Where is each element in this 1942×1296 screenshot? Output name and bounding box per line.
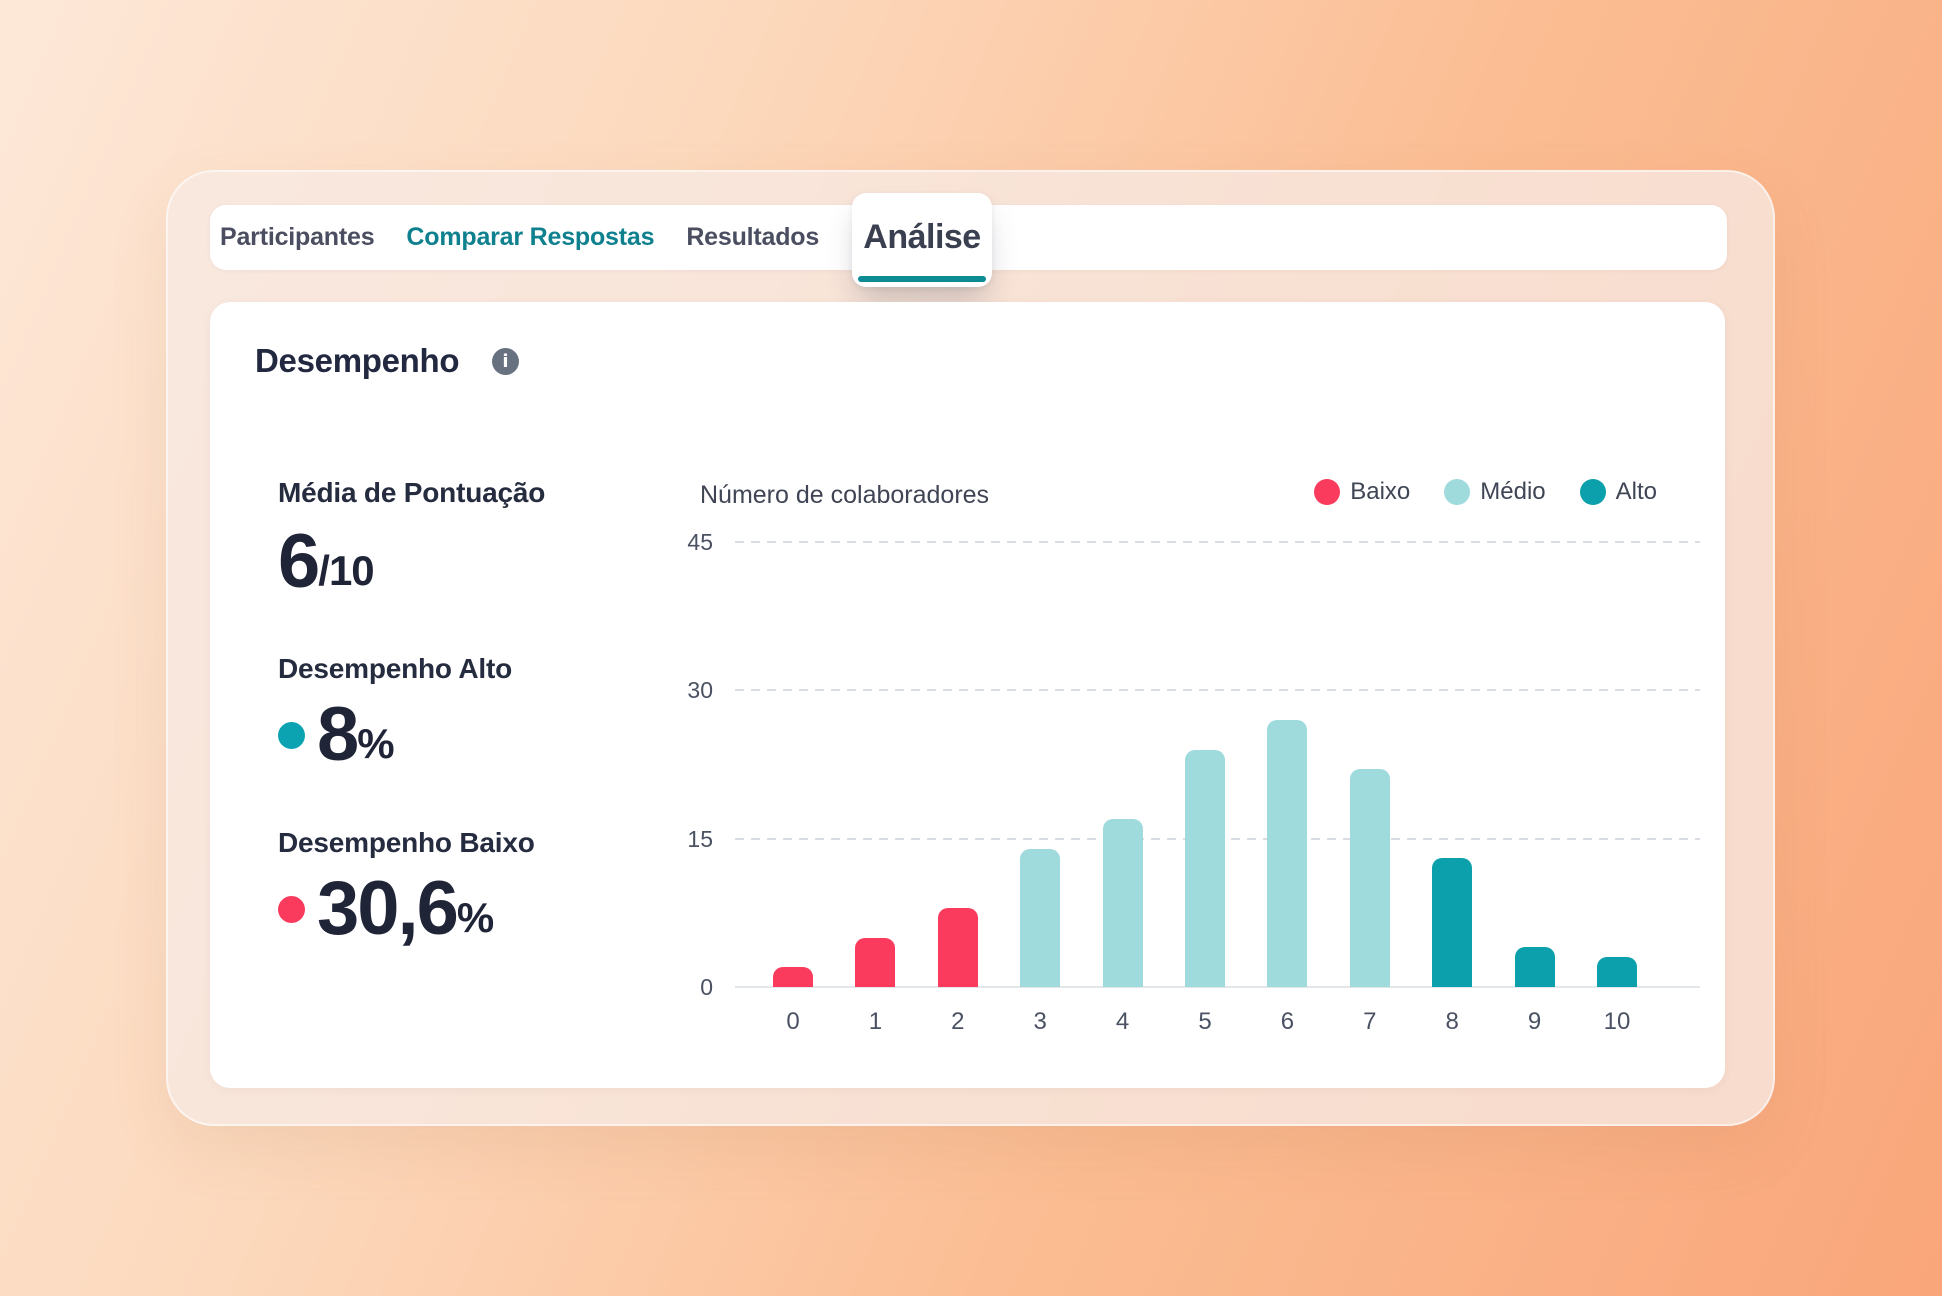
bar-1-baixo	[855, 937, 896, 987]
tab-analise[interactable]: Análise	[852, 193, 992, 287]
x-tick-5: 5	[1198, 1008, 1212, 1035]
y-tick-15: 15	[687, 825, 713, 852]
x-tick-1: 1	[868, 1008, 883, 1035]
legend-label: Médio	[1480, 478, 1546, 505]
stat-high-label: Desempenho Alto	[278, 653, 512, 684]
legend-dot-baixo	[1314, 479, 1341, 505]
x-tick-6: 6	[1280, 1008, 1295, 1035]
legend-label: Baixo	[1350, 478, 1411, 505]
bar-chart-plot: 45 30 15 0 0 1 2 3 4 5 6 7 8 9 10	[687, 529, 1700, 1035]
x-tick-0: 0	[786, 1008, 800, 1035]
chart-legend: Baixo Médio Alto	[1314, 478, 1657, 506]
bar-5-medio	[1185, 749, 1225, 987]
stat-score-suffix: /10	[318, 547, 374, 594]
bar-4-medio	[1102, 818, 1143, 987]
gridline-45	[735, 541, 1700, 543]
x-tick-2: 2	[951, 1008, 965, 1035]
stat-score-label: Média de Pontuação	[278, 477, 546, 508]
chart-title: Número de colaboradores	[700, 481, 990, 509]
legend-dot-alto	[1579, 479, 1606, 505]
stat-low-value: 30,6%	[278, 866, 494, 951]
stat-high-number: 8	[317, 692, 359, 777]
x-tick-4: 4	[1115, 1008, 1130, 1035]
bar-2-baixo	[937, 907, 978, 987]
bar-6-medio	[1267, 720, 1308, 987]
tab-resultados[interactable]: Resultados	[686, 223, 820, 251]
bar-10-alto	[1597, 957, 1637, 987]
bar-7-medio	[1349, 769, 1390, 987]
stat-low-number: 30,6	[317, 866, 459, 951]
tab-comparar-respostas[interactable]: Comparar Respostas	[406, 223, 655, 251]
stat-score-value: 6/10	[278, 519, 375, 604]
bar-3-medio	[1020, 848, 1061, 987]
x-tick-3: 3	[1033, 1008, 1047, 1035]
info-icon[interactable]: i	[492, 348, 519, 375]
gridline-30	[735, 689, 1700, 692]
x-tick-7: 7	[1363, 1008, 1377, 1035]
stat-high-suffix: %	[357, 720, 394, 767]
performance-card: Desempenho i Média de Pontuação 6/10 Des…	[210, 302, 1725, 1088]
stat-high-value: 8%	[278, 692, 395, 777]
y-tick-0: 0	[700, 974, 713, 1000]
legend-item-médio[interactable]: Médio	[1444, 478, 1546, 506]
x-axis-line	[735, 986, 1700, 988]
legend-item-alto[interactable]: Alto	[1579, 478, 1657, 506]
tab-participantes[interactable]: Participantes	[220, 223, 375, 251]
legend-dot-médio	[1444, 479, 1471, 505]
x-tick-10: 10	[1603, 1008, 1631, 1035]
bar-0-baixo	[773, 967, 813, 987]
stat-score-number: 6	[278, 519, 320, 604]
x-tick-8: 8	[1445, 1008, 1459, 1035]
tab-analise-label: Análise	[863, 217, 981, 256]
stat-low-label: Desempenho Baixo	[278, 827, 535, 858]
high-dot	[278, 721, 305, 749]
bar-9-alto	[1514, 947, 1555, 987]
active-tab-underline	[858, 276, 986, 282]
y-tick-45: 45	[687, 529, 713, 555]
low-dot	[278, 895, 305, 923]
legend-item-baixo[interactable]: Baixo	[1314, 478, 1410, 506]
bar-8-alto	[1432, 858, 1473, 987]
stat-low-suffix: %	[456, 894, 494, 941]
x-tick-9: 9	[1527, 1008, 1542, 1035]
legend-label: Alto	[1615, 478, 1657, 505]
y-tick-30: 30	[687, 677, 713, 704]
card-title: Desempenho	[255, 342, 460, 379]
